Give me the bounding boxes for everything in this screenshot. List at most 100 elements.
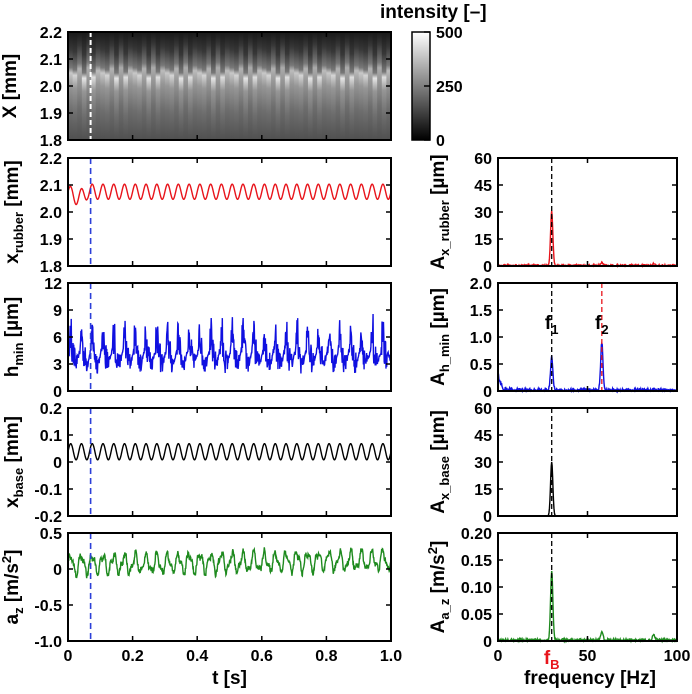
y-axis-label: X [mm] — [0, 54, 21, 118]
x_base-frame — [67, 407, 392, 517]
xtick-label: 100 — [664, 648, 691, 665]
x_rubber-frame — [67, 157, 392, 267]
heatmap-cell — [234, 32, 240, 140]
xtick-label: 0.2 — [121, 648, 143, 665]
heatmap-cell — [192, 32, 198, 140]
heatmap-cell — [151, 32, 157, 140]
ytick-label: 2.0 — [470, 276, 492, 293]
heatmap-cell — [160, 32, 166, 140]
a_z-yaxis: 0.5 0 -0.5 -1.0 — [34, 526, 391, 651]
y-axis-label: xrubber [mm] — [2, 160, 26, 263]
heatmap-cell — [178, 32, 184, 140]
a_z-series-line — [67, 546, 392, 579]
A_x_rubber-spectrum-line — [497, 210, 678, 269]
A_h_min-frame — [497, 282, 678, 392]
ytick-label: 30 — [474, 205, 492, 222]
x_rubber-series-line — [67, 183, 392, 206]
heatmap-cell — [95, 32, 101, 140]
A_x_base-panel: Ax_base [µm] — [428, 407, 678, 517]
y-axis-label: xbase [mm] — [2, 416, 26, 508]
x_base-yaxis: 0.2 0.1 0 -0.1 -0.2 — [34, 401, 391, 526]
xtick-label: 0.6 — [251, 648, 273, 665]
ytick-label: 0.5 — [40, 526, 62, 543]
ytick-label: 2.2 — [40, 25, 62, 42]
ytick-label: 0.20 — [461, 526, 492, 543]
time-axis-title: t [s] — [212, 668, 247, 689]
heatmap-cell — [164, 32, 171, 140]
freq-xaxis — [497, 283, 678, 391]
peak-annotation: f1 — [545, 313, 559, 337]
ytick-label: 2.0 — [40, 205, 62, 222]
heatmap-cell — [354, 32, 360, 140]
a_z-frame — [67, 532, 392, 642]
heatmap-cell — [215, 32, 221, 140]
heatmap-cell — [114, 32, 120, 140]
A_a_z-yaxis: 0.20 0.15 0.10 0.05 0 — [461, 526, 677, 651]
heatmap-cell — [132, 32, 138, 140]
time-xaxis — [67, 158, 392, 266]
heatmap-cell — [252, 32, 258, 140]
ytick-label: 0 — [483, 384, 492, 401]
heatmap-cell — [77, 32, 83, 140]
y-axis-label: Ax_rubber [µm] — [428, 154, 452, 269]
heatmap-cell — [72, 32, 78, 140]
h_min-series-line — [67, 313, 392, 374]
x_rubber-yaxis: 2.2 2.1 2.0 1.9 1.8 — [40, 151, 391, 276]
heatmap-cell — [321, 32, 327, 140]
ytick-label: -0.2 — [34, 509, 62, 526]
y-axis-label: Ah_min [µm] — [428, 288, 452, 386]
heatmap-cell — [146, 32, 152, 140]
ytick-label: 9 — [53, 303, 62, 320]
ytick-label: 1.9 — [40, 106, 62, 123]
heatmap-cell — [220, 32, 226, 140]
heatmap-cell — [100, 32, 106, 140]
heatmap-cell — [81, 32, 88, 140]
A_x_rubber-frame — [497, 157, 678, 267]
heatmap-cell — [169, 32, 175, 140]
heatmap-cell — [206, 32, 212, 140]
peak-annotation: f2 — [595, 313, 609, 337]
heatmap-cell — [344, 32, 351, 140]
freq-axis-title: frequency [Hz] — [524, 668, 656, 689]
A_x_rubber-yaxis: 60 45 30 15 0 — [474, 151, 677, 276]
heatmap-cell — [349, 32, 355, 140]
heatmap-cell — [266, 32, 272, 140]
heatmap-cell — [303, 32, 309, 140]
colorbar-tick-label: 250 — [436, 79, 463, 96]
colorbar: 500 250 0 intensity [–] — [380, 2, 487, 150]
time-xaxis — [67, 32, 392, 140]
heatmap-cell — [367, 32, 374, 140]
xtick-label: 0.4 — [186, 648, 208, 665]
heatmap-cell — [335, 32, 341, 140]
freq-xaxis: 0 50 100 — [494, 533, 691, 665]
ytick-label: 2.1 — [40, 52, 62, 69]
ytick-label: 3 — [53, 357, 62, 374]
y-axis-label: Aa_z [m/s2] — [425, 541, 452, 634]
time-xaxis — [67, 283, 392, 391]
ytick-label: 0 — [483, 634, 492, 651]
ytick-label: 0 — [483, 509, 492, 526]
heatmap-cell — [91, 32, 97, 140]
ytick-label: -1.0 — [34, 634, 62, 651]
heatmap-cell — [86, 32, 92, 140]
ytick-label: 60 — [474, 401, 492, 418]
heatmap-cell — [261, 32, 268, 140]
xtick-label: 0 — [64, 648, 73, 665]
ytick-label: 15 — [474, 232, 492, 249]
heatmap-cell — [317, 32, 323, 140]
A_x_base-yaxis: 60 45 30 15 0 — [474, 401, 677, 526]
heatmap-cell — [229, 32, 235, 140]
h_min-panel: hmin [µm] — [2, 282, 392, 392]
ytick-label: 12 — [44, 276, 62, 293]
ytick-label: 1.8 — [40, 259, 62, 276]
A_h_min-spectrum-line — [497, 340, 678, 394]
ytick-label: 15 — [474, 482, 492, 499]
heatmap-cell — [123, 32, 129, 140]
heatmap-cell — [312, 32, 318, 140]
ytick-label: 1.0 — [470, 330, 492, 347]
heatmap-cell — [224, 32, 231, 140]
ytick-label: 0 — [53, 455, 62, 472]
heatmap-cell — [280, 32, 286, 140]
heatmap-cell — [183, 32, 189, 140]
ytick-label: -0.5 — [34, 598, 62, 615]
